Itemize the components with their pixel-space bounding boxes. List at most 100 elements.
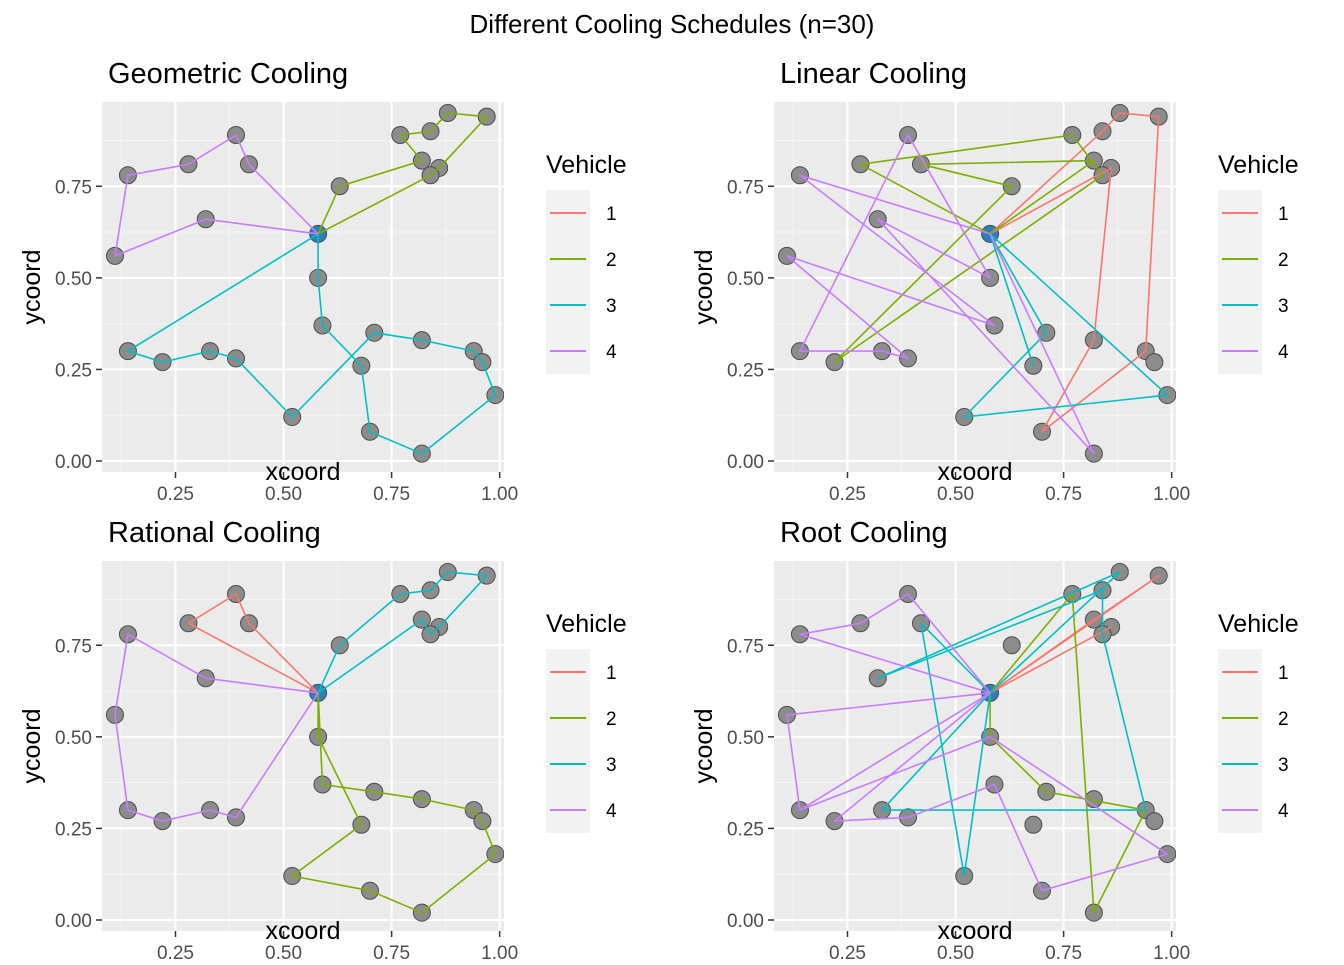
panel-title: Geometric Cooling	[108, 58, 348, 90]
plot-area	[777, 562, 1176, 922]
x-tick-label: 1.00	[481, 943, 518, 960]
y-tick-label: 0.75	[55, 177, 92, 198]
legend: Vehicle 1 2 3 4	[546, 151, 627, 374]
plot-background	[102, 561, 504, 931]
y-tick-label: 0.00	[727, 911, 764, 932]
legend-title: Vehicle	[546, 151, 627, 179]
x-axis-title: xcoord	[265, 917, 340, 945]
panel-title: Linear Cooling	[780, 58, 967, 90]
legend: Vehicle 1 2 3 4	[1218, 610, 1299, 833]
x-tick-label: 0.25	[829, 943, 866, 960]
y-tick-label: 0.50	[727, 269, 764, 290]
x-axis-title: xcoord	[265, 458, 340, 486]
customer-point	[1145, 812, 1164, 831]
x-tick-label: 0.50	[265, 484, 302, 505]
y-tick-label: 0.00	[55, 911, 92, 932]
legend-label: 2	[1278, 709, 1289, 730]
legend-label: 3	[1278, 296, 1289, 317]
legend: Vehicle 1 2 3 4	[1218, 151, 1299, 374]
x-tick-label: 0.75	[1045, 943, 1082, 960]
x-tick-label: 1.00	[1153, 484, 1190, 505]
route-vehicle-4	[786, 134, 1095, 455]
y-tick-label: 0.25	[55, 360, 92, 381]
legend-label: 4	[1278, 801, 1289, 822]
legend-label: 3	[1278, 755, 1289, 776]
legend-label: 1	[1278, 204, 1289, 225]
route-vehicle-1	[989, 112, 1160, 433]
plot-area	[105, 103, 504, 463]
panel-title: Root Cooling	[780, 517, 948, 549]
route-vehicle-3	[127, 233, 497, 455]
x-axis-title: xcoord	[937, 917, 1012, 945]
route-vehicle-3	[317, 571, 488, 694]
legend-label: 1	[606, 663, 617, 684]
y-tick-label: 0.25	[55, 819, 92, 840]
plot-area	[777, 103, 1176, 463]
legend-label: 2	[1278, 250, 1289, 271]
x-tick-label: 0.25	[829, 484, 866, 505]
customer-point	[1145, 353, 1164, 372]
legend-label: 2	[606, 250, 617, 271]
y-tick-label: 0.00	[55, 452, 92, 473]
panels: Geometric Cooling 0.25 0.50 0.75 1.00 0.00 0.2…	[18, 58, 1299, 964]
x-tick-label: 1.00	[481, 484, 518, 505]
y-axis-title: ycoord	[690, 249, 718, 324]
panel-4: Root Cooling 0.25 0.50 0.75 1.00 0.00 0.25 0.50…	[690, 517, 1299, 964]
panel-1: Geometric Cooling 0.25 0.50 0.75 1.00 0.00 0.2…	[18, 58, 627, 505]
x-tick-label: 0.75	[373, 943, 410, 960]
plot-background	[102, 102, 504, 472]
x-axis-title: xcoord	[937, 458, 1012, 486]
y-tick-label: 0.00	[727, 452, 764, 473]
panel-title: Rational Cooling	[108, 517, 321, 549]
route-vehicle-4	[114, 633, 319, 822]
route-vehicle-4	[786, 593, 1169, 892]
legend: Vehicle 1 2 3 4	[546, 610, 627, 833]
y-tick-label: 0.50	[55, 728, 92, 749]
route-vehicle-2	[317, 112, 488, 235]
y-tick-label: 0.50	[727, 728, 764, 749]
legend-label: 1	[606, 204, 617, 225]
legend-label: 2	[606, 709, 617, 730]
legend-title: Vehicle	[1218, 151, 1299, 179]
y-axis-title: ycoord	[690, 708, 718, 783]
route-vehicle-3	[963, 233, 1169, 418]
legend-label: 4	[606, 801, 617, 822]
customer-point	[1024, 815, 1043, 834]
route-vehicle-1	[187, 593, 319, 694]
x-tick-label: 0.75	[1045, 484, 1082, 505]
plot-area	[105, 562, 504, 922]
route-vehicle-2	[291, 692, 497, 914]
legend-title: Vehicle	[546, 610, 627, 638]
x-tick-label: 1.00	[1153, 943, 1190, 960]
legend-label: 3	[606, 296, 617, 317]
route-vehicle-4	[114, 134, 319, 257]
legend-label: 3	[606, 755, 617, 776]
y-tick-label: 0.75	[727, 636, 764, 657]
panel-3: Rational Cooling 0.25 0.50 0.75 1.00 0.00 0.25…	[18, 517, 627, 964]
x-tick-label: 0.25	[157, 484, 194, 505]
y-tick-label: 0.25	[727, 360, 764, 381]
y-tick-label: 0.50	[55, 269, 92, 290]
y-axis-title: ycoord	[18, 708, 46, 783]
x-tick-label: 0.25	[157, 943, 194, 960]
route-vehicle-3	[876, 571, 1147, 877]
customer-point	[1002, 636, 1021, 655]
panel-2: Linear Cooling 0.25 0.50 0.75 1.00 0.00 0.25 0.…	[690, 58, 1299, 505]
legend-label: 4	[1278, 342, 1289, 363]
y-axis-title: ycoord	[18, 249, 46, 324]
legend-label: 4	[606, 342, 617, 363]
plot-background	[774, 561, 1176, 931]
y-tick-label: 0.75	[55, 636, 92, 657]
legend-label: 1	[1278, 663, 1289, 684]
y-tick-label: 0.75	[727, 177, 764, 198]
route-vehicle-2	[833, 134, 1104, 363]
y-tick-label: 0.25	[727, 819, 764, 840]
x-tick-label: 0.50	[265, 943, 302, 960]
x-tick-label: 0.50	[937, 943, 974, 960]
x-tick-label: 0.50	[937, 484, 974, 505]
x-tick-label: 0.75	[373, 484, 410, 505]
figure-title: Different Cooling Schedules (n=30)	[470, 9, 875, 39]
legend-title: Vehicle	[1218, 610, 1299, 638]
